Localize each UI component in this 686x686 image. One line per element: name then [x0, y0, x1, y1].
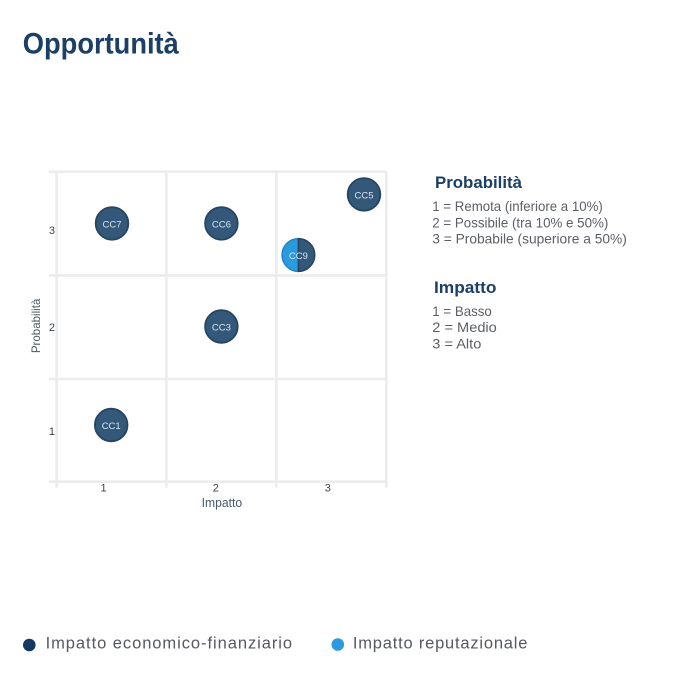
svg-text:1: 1	[49, 426, 55, 438]
svg-text:2: 2	[49, 322, 55, 334]
svg-text:CC1: CC1	[102, 421, 121, 432]
svg-text:Probabilità: Probabilità	[435, 173, 523, 192]
svg-text:3: 3	[49, 225, 55, 237]
svg-text:Impatto: Impatto	[434, 278, 497, 297]
svg-text:CC6: CC6	[212, 219, 231, 230]
svg-text:1: 1	[100, 483, 106, 495]
svg-text:2: 2	[213, 483, 219, 495]
svg-text:Impatto economico-finanziario: Impatto economico-finanziario	[46, 635, 293, 653]
svg-text:2 = Possibile (tra 10% e 50%): 2 = Possibile (tra 10% e 50%)	[432, 216, 608, 231]
svg-text:CC5: CC5	[354, 190, 373, 201]
svg-text:CC7: CC7	[102, 219, 121, 230]
svg-text:Probabilità: Probabilità	[29, 298, 43, 353]
svg-text:CC3: CC3	[212, 322, 231, 333]
svg-text:CC9: CC9	[289, 251, 308, 262]
svg-text:Impatto: Impatto	[202, 496, 243, 510]
svg-text:3 = Alto: 3 = Alto	[432, 336, 481, 351]
svg-text:3 = Probabile (superiore a 50%: 3 = Probabile (superiore a 50%)	[432, 232, 627, 247]
svg-text:Impatto reputazionale: Impatto reputazionale	[353, 635, 528, 653]
svg-text:1 = Remota (inferiore a 10%): 1 = Remota (inferiore a 10%)	[432, 199, 603, 214]
svg-text:2 = Medio: 2 = Medio	[432, 320, 497, 335]
svg-text:1 = Basso: 1 = Basso	[432, 304, 492, 319]
svg-text:Opportunità: Opportunità	[23, 28, 180, 61]
svg-text:3: 3	[325, 483, 331, 495]
